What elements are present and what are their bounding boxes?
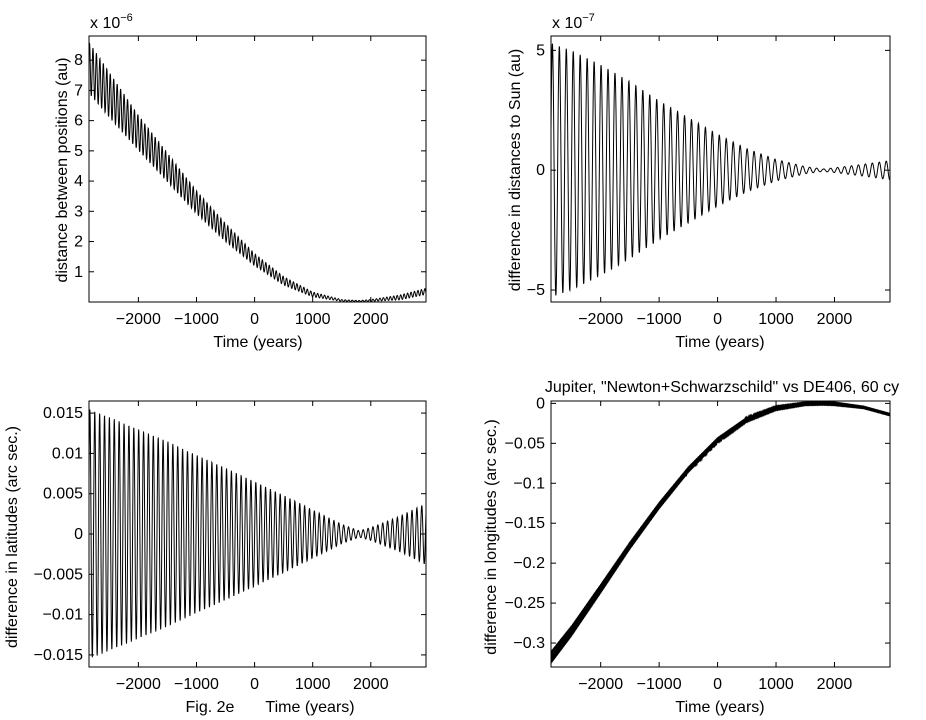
panel-b-frame [550,35,891,303]
panel-d-ytick-label: 0 [536,395,545,412]
panel-d-xlabel: Time (years) [675,699,764,716]
panel-c-ytick-label: 0 [74,526,83,543]
panel-d-xtick-label: −1000 [637,676,682,693]
panel-a-xtick-label: −1000 [174,311,219,328]
panel-a-ytick-label: 6 [74,113,83,130]
panel-b-xtick-label: 0 [713,311,722,328]
panel-c-xtick-label: 0 [250,676,259,693]
panel-a-ytick-label: 2 [74,234,83,251]
panel-b-exponent: x 10−7 [552,12,595,32]
panel-difference-distances-to-sun: −2000 −1000 0 1000 2000 −5 0 5 [527,35,891,328]
panel-c-ytick-label: −0.015 [34,647,83,664]
panel-d-xtick-label: 0 [713,676,722,693]
panel-distance-between-positions: −2000 −1000 0 1000 2000 1 2 3 4 5 6 7 8 [74,35,427,328]
panel-d-ytick-label: −0.15 [505,515,546,532]
figure-caption: Fig. 2e [186,699,235,716]
panel-a-exponent: x 10−6 [90,12,133,32]
panel-b-ytick-label: −5 [527,282,545,299]
panel-b-xtick-label: −2000 [578,311,623,328]
panel-d-title: Jupiter, "Newton+Schwarzschild" vs DE406… [545,379,899,396]
panel-c-data-line [89,409,426,658]
panel-b-xtick-label: 2000 [817,311,853,328]
panel-c-xlabel: Time (years) [265,699,354,716]
panel-d-ytick-label: −0.25 [505,595,546,612]
panel-c-ytick-label: 0.015 [43,405,83,422]
panel-a-frame [88,35,427,303]
panel-b-data-line [551,43,890,296]
panel-c-ytick-label: −0.01 [43,607,84,624]
panel-a-ytick-label: 1 [74,264,83,281]
panel-b-ytick-label: 5 [536,42,545,59]
panel-d-ytick-label: −0.05 [505,435,546,452]
panel-b-xtick-label: 1000 [758,311,794,328]
panel-d-xtick-label: −2000 [578,676,623,693]
panel-a-xtick-label: 0 [250,311,259,328]
panel-d-frame [550,400,891,668]
panel-d-ytick-label: −0.3 [513,635,545,652]
panel-a-ytick-label: 5 [74,143,83,160]
panel-c-xtick-label: −2000 [116,676,161,693]
panel-d-ytick-label: −0.2 [513,555,545,572]
panel-a-xtick-label: −2000 [116,311,161,328]
panel-d-ylabel: difference in longitudes (arc sec.) [483,419,500,654]
panel-b-xtick-label: −1000 [637,311,682,328]
panel-c-xtick-label: −1000 [174,676,219,693]
panel-a-xtick-label: 2000 [353,311,389,328]
panel-c-ylabel: difference in latitudes (arc sec.) [4,426,21,648]
panel-c-xtick-label: 2000 [353,676,389,693]
panel-d-xtick-label: 2000 [817,676,853,693]
panel-difference-longitudes: −2000 −1000 0 1000 2000 −0.3 −0.25 −0.2 −0.15 −0.… [505,395,891,693]
panel-c-ytick-label: −0.005 [34,566,83,583]
panel-d-ytick-label: −0.1 [513,475,545,492]
panel-d-data-line [551,401,890,664]
panel-difference-latitudes: −2000 −1000 0 1000 2000 −0.015 −0.01 −0.005 0 0.0… [34,400,427,693]
panel-d-xtick-label: 1000 [758,676,794,693]
panel-a-ytick-label: 7 [74,82,83,99]
panel-a-ytick-label: 4 [74,173,83,190]
panel-a-ylabel: distance between positions (au) [54,57,71,282]
panel-c-ytick-label: 0.005 [43,486,83,503]
panel-b-xlabel: Time (years) [675,334,764,351]
panel-b-ylabel: difference in distances to Sun (au) [507,49,524,292]
panel-a-data-line [89,42,426,302]
panel-a-ytick-label: 3 [74,203,83,220]
panel-b-ytick-label: 0 [536,162,545,179]
panel-c-xtick-label: 1000 [295,676,331,693]
panel-a-xlabel: Time (years) [213,334,302,351]
panel-c-ytick-label: 0.01 [52,445,83,462]
panel-a-xtick-label: 1000 [295,311,331,328]
panel-a-ytick-label: 8 [74,52,83,69]
